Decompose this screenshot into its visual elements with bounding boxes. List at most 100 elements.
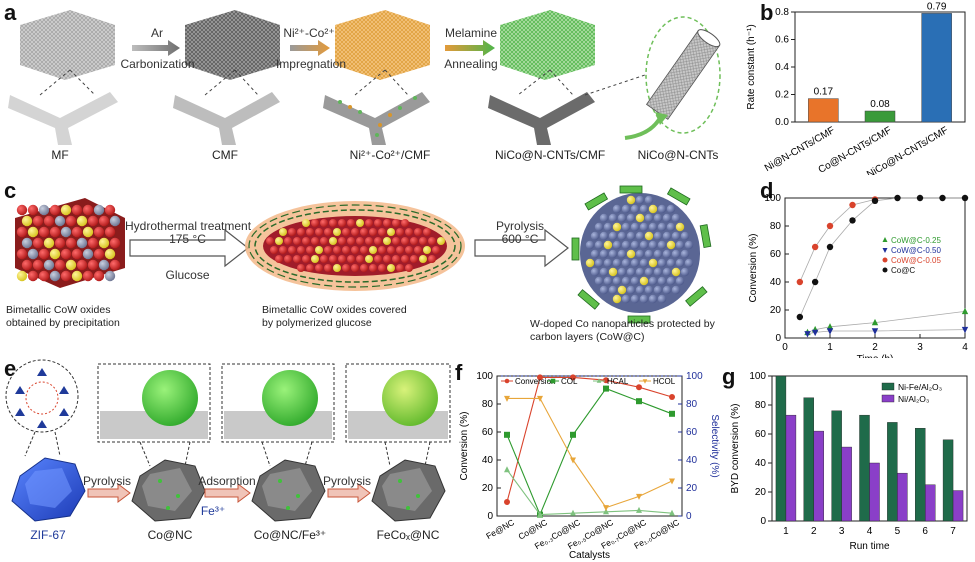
chart-f-point: [570, 374, 576, 381]
rod-atom: [356, 237, 364, 245]
arrow-c1-bottom-label: Glucose: [165, 268, 210, 282]
chart-f-ytick-label: 80: [482, 399, 494, 410]
caption-c3-line1: W-doped Co nanoparticles protected by: [530, 318, 715, 330]
crystal-atom: [71, 204, 83, 216]
chart-f-point: [537, 395, 543, 402]
rod-atom: [297, 246, 305, 254]
rod-atom: [432, 246, 440, 254]
chart-d-point: [961, 307, 969, 315]
crystal-atom: [32, 215, 44, 227]
chart-f-ylabel: Conversion (%): [459, 412, 470, 481]
nanoparticle-atom: [639, 204, 649, 214]
rod-atom: [320, 255, 328, 263]
chart-d-point: [939, 194, 946, 202]
nanoparticle-atom: [612, 204, 622, 214]
nanoparticle-atom: [666, 240, 676, 250]
nanoparticle-atom: [648, 258, 658, 268]
rod-atom: [338, 219, 346, 227]
nanoparticle-atom: [644, 267, 654, 277]
chart-d-point: [811, 243, 819, 251]
rod-atom: [360, 264, 368, 272]
crystal-atom: [38, 270, 50, 282]
chart-d-legend-label: Co@C: [891, 266, 915, 275]
chart-d-legend-marker: [882, 257, 888, 263]
nanoparticle-atom: [599, 285, 609, 295]
crystal-atom: [54, 237, 66, 249]
chart-d-point: [849, 217, 856, 224]
nanoparticle-atom: [585, 240, 595, 250]
rod-atom: [324, 246, 332, 254]
nanoparticle-atom: [594, 222, 604, 232]
rod-atom: [356, 255, 364, 263]
co-nc-fe-polyhedron: [251, 459, 326, 522]
nico-strut: [488, 92, 595, 145]
nanoparticle-atom: [666, 258, 676, 268]
rod-atom: [351, 264, 359, 272]
chart-d-point: [826, 243, 834, 251]
nanoparticle-atom: [666, 222, 676, 232]
chart-g-bar: [887, 422, 898, 522]
chart-d-ytick-label: 80: [770, 221, 782, 232]
rod-atom: [333, 246, 341, 254]
chart-f-point: [603, 385, 609, 392]
chart-g-legend-label: Ni-Fe/Al₂O₃: [898, 382, 942, 392]
rod-atom: [288, 228, 296, 236]
nanoparticle-atom: [612, 294, 622, 304]
crystal-atom: [54, 215, 66, 227]
rod-atom: [329, 255, 337, 263]
rod-atom: [365, 255, 373, 263]
arrow-e-adsorption: [204, 483, 251, 503]
chart-d-ytick-label: 40: [770, 277, 782, 288]
crystal-atom: [76, 259, 88, 271]
nanoparticle-atom: [671, 285, 681, 295]
crystal-atom: [109, 259, 121, 271]
rod-atom: [333, 228, 341, 236]
chart-d-legend-marker: [882, 237, 888, 242]
chart-g-byd-conversion: 0 20 40 60 80 100 BYD conversion (%) 1 2 3 4 5 6 7 Run…: [730, 371, 968, 552]
crystal-atom: [87, 237, 99, 249]
rod-atom: [324, 264, 332, 272]
chart-g-legend-swatch: [881, 382, 895, 391]
chart-d-point: [961, 194, 969, 202]
chart-f-point: [603, 377, 609, 384]
crystal-atom: [32, 237, 44, 249]
rod-atom: [374, 219, 382, 227]
chart-f-y2tick-label: 0: [686, 511, 692, 522]
nanoparticle-atom: [680, 267, 690, 277]
rod-atom: [383, 219, 391, 227]
impregnated-foam-cube: [335, 10, 430, 80]
nanoparticle-atom: [630, 276, 640, 286]
rod-atom: [311, 255, 319, 263]
chart-b-bar: [921, 13, 952, 123]
chart-g-ytick-label: 60: [755, 429, 767, 440]
nanoparticle-atom: [590, 249, 600, 259]
rod-atom: [387, 246, 395, 254]
rod-atom: [302, 255, 310, 263]
rod-atom: [383, 255, 391, 263]
caption-feco-nc: FeCoₓ@NC: [376, 528, 440, 542]
nanoparticle-atom: [612, 276, 622, 286]
chart-f-point: [636, 493, 642, 500]
panel-label-f: f: [455, 360, 463, 385]
chart-f-point: [636, 506, 642, 513]
chart-f-legend-label: Conversion: [515, 377, 555, 386]
arrow-e2-sub-label: Fe³⁺: [200, 504, 226, 518]
rod-atom: [419, 255, 427, 263]
chart-g-bar: [785, 414, 797, 522]
chart-f-legend-label: HCOL: [653, 377, 676, 386]
crystal-atom: [76, 237, 88, 249]
rod-atom: [351, 246, 359, 254]
nanoparticle-atom: [644, 231, 654, 241]
nanoparticle-atom: [675, 222, 685, 232]
arrow-hydrothermal: [129, 228, 249, 268]
crystal-atom: [76, 215, 88, 227]
nanoparticle-atom: [603, 276, 613, 286]
nanoparticle-atom: [684, 240, 694, 250]
zoom-box-3: [345, 363, 451, 443]
chart-f-point: [570, 457, 576, 464]
rod-atom: [396, 246, 404, 254]
rod-atom: [414, 246, 422, 254]
nanoparticle-atom: [630, 204, 640, 214]
chart-b-ylabel: Rate constant (h⁻¹): [746, 24, 757, 109]
caption-c2: Bimetallic CoW oxides covered by polymer…: [262, 304, 407, 330]
